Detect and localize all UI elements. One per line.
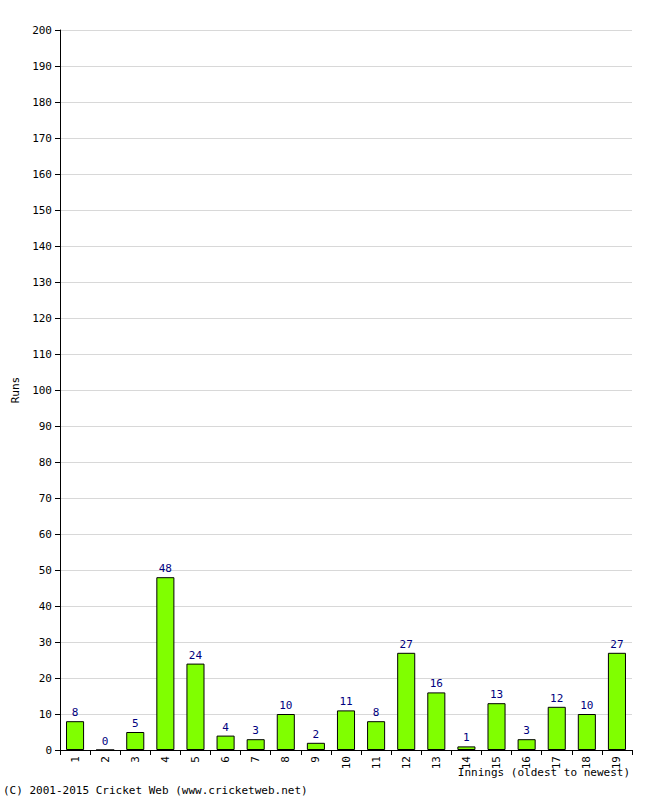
svg-text:170: 170: [32, 132, 52, 145]
svg-text:4: 4: [159, 756, 172, 763]
svg-text:120: 120: [32, 312, 52, 325]
svg-text:20: 20: [39, 672, 52, 685]
svg-text:48: 48: [159, 562, 172, 575]
svg-text:3: 3: [129, 756, 142, 763]
svg-text:0: 0: [45, 744, 52, 757]
svg-text:1: 1: [69, 756, 82, 763]
svg-text:8: 8: [373, 706, 380, 719]
svg-text:5: 5: [132, 717, 139, 730]
svg-text:Runs: Runs: [9, 377, 22, 404]
svg-text:100: 100: [32, 384, 52, 397]
svg-text:4: 4: [222, 721, 229, 734]
svg-text:11: 11: [370, 756, 383, 769]
svg-text:1: 1: [463, 731, 470, 744]
svg-text:19: 19: [610, 756, 623, 769]
svg-text:130: 130: [32, 276, 52, 289]
svg-text:70: 70: [39, 492, 52, 505]
svg-text:60: 60: [39, 528, 52, 541]
svg-text:90: 90: [39, 420, 52, 433]
svg-text:7: 7: [249, 756, 262, 763]
svg-text:3: 3: [523, 724, 530, 737]
svg-text:(C) 2001-2015 Cricket Web (www: (C) 2001-2015 Cricket Web (www.cricketwe…: [3, 784, 308, 797]
svg-text:160: 160: [32, 168, 52, 181]
svg-text:17: 17: [550, 756, 563, 769]
svg-text:5: 5: [189, 756, 202, 763]
svg-text:12: 12: [550, 692, 563, 705]
svg-text:110: 110: [32, 348, 52, 361]
svg-text:18: 18: [580, 756, 593, 769]
svg-text:10: 10: [580, 699, 593, 712]
svg-text:10: 10: [279, 699, 292, 712]
svg-text:Innings (oldest to newest): Innings (oldest to newest): [458, 766, 630, 779]
svg-text:190: 190: [32, 60, 52, 73]
svg-text:13: 13: [430, 756, 443, 769]
svg-text:27: 27: [400, 638, 413, 651]
svg-text:180: 180: [32, 96, 52, 109]
svg-text:80: 80: [39, 456, 52, 469]
svg-text:8: 8: [279, 756, 292, 763]
svg-text:150: 150: [32, 204, 52, 217]
svg-text:27: 27: [610, 638, 623, 651]
svg-text:50: 50: [39, 564, 52, 577]
svg-text:3: 3: [252, 724, 259, 737]
svg-text:14: 14: [460, 756, 473, 770]
svg-text:2: 2: [99, 756, 112, 763]
svg-text:12: 12: [400, 756, 413, 769]
svg-text:10: 10: [340, 756, 353, 769]
svg-text:11: 11: [339, 695, 352, 708]
svg-text:6: 6: [219, 756, 232, 763]
svg-text:16: 16: [520, 756, 533, 769]
svg-text:0: 0: [102, 735, 109, 748]
svg-text:30: 30: [39, 636, 52, 649]
svg-text:13: 13: [490, 688, 503, 701]
svg-text:8: 8: [72, 706, 79, 719]
svg-text:140: 140: [32, 240, 52, 253]
svg-text:40: 40: [39, 600, 52, 613]
svg-text:200: 200: [32, 24, 52, 37]
svg-text:15: 15: [490, 756, 503, 769]
svg-text:24: 24: [189, 649, 203, 662]
svg-text:10: 10: [39, 708, 52, 721]
svg-text:2: 2: [313, 728, 320, 741]
svg-text:9: 9: [309, 756, 322, 763]
svg-text:16: 16: [430, 677, 443, 690]
